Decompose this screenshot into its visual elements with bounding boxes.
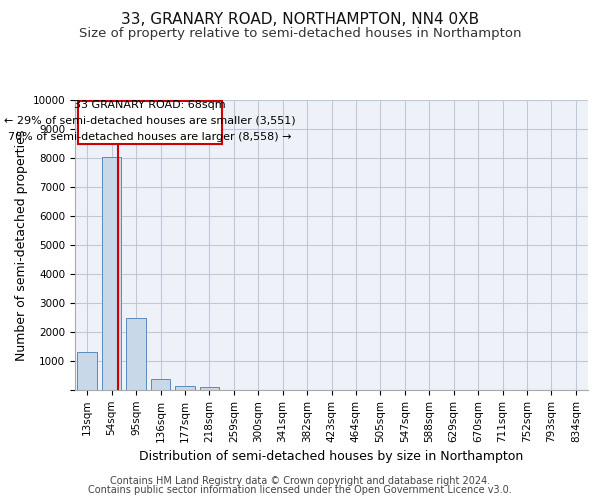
Bar [102,156,121,390]
Bar [200,387,219,390]
Bar [127,318,146,390]
Text: 33 GRANARY ROAD: 68sqm: 33 GRANARY ROAD: 68sqm [74,100,226,110]
Text: 70% of semi-detached houses are larger (8,558) →: 70% of semi-detached houses are larger (… [8,132,292,142]
Text: 33, GRANARY ROAD, NORTHAMPTON, NN4 0XB: 33, GRANARY ROAD, NORTHAMPTON, NN4 0XB [121,12,479,28]
Bar [175,386,194,390]
Text: Contains HM Land Registry data © Crown copyright and database right 2024.: Contains HM Land Registry data © Crown c… [110,476,490,486]
Bar [77,352,97,390]
Text: Contains public sector information licensed under the Open Government Licence v3: Contains public sector information licen… [88,485,512,495]
Y-axis label: Number of semi-detached properties: Number of semi-detached properties [16,130,28,360]
Text: Size of property relative to semi-detached houses in Northampton: Size of property relative to semi-detach… [79,28,521,40]
FancyBboxPatch shape [78,101,222,144]
Text: ← 29% of semi-detached houses are smaller (3,551): ← 29% of semi-detached houses are smalle… [4,116,296,126]
Bar [151,379,170,390]
X-axis label: Distribution of semi-detached houses by size in Northampton: Distribution of semi-detached houses by … [139,450,524,463]
